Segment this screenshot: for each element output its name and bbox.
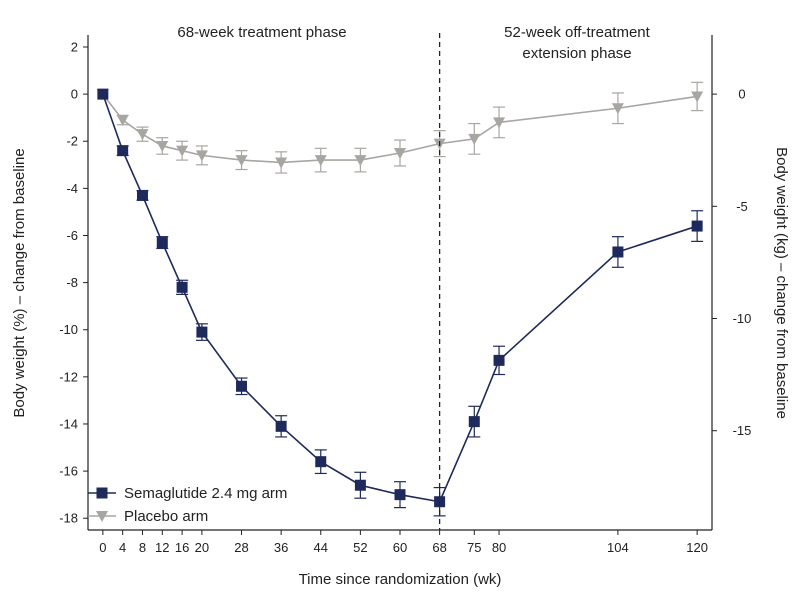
x-tick-label: 80 (492, 540, 506, 555)
legend-label-semaglutide: Semaglutide 2.4 mg arm (124, 485, 287, 502)
y-tick-label: -16 (59, 464, 78, 479)
x-tick-label: 28 (234, 540, 248, 555)
x-tick-label: 36 (274, 540, 288, 555)
phase-label-extension-line2: extension phase (522, 45, 631, 62)
phase-label-extension-line1: 52-week off-treatment (504, 24, 650, 41)
legend: Semaglutide 2.4 mg arm Placebo arm (88, 485, 287, 525)
data-point-placebo (314, 155, 327, 167)
data-point-semaglutide (315, 456, 327, 468)
y-tick-label: -4 (66, 181, 78, 196)
y-tick-label: -2 (66, 134, 78, 149)
data-point-placebo (394, 148, 406, 160)
data-point-placebo (195, 150, 208, 162)
y-tick-label: -8 (66, 275, 78, 290)
legend-marker-placebo (96, 511, 108, 522)
y-tick-label: -10 (59, 322, 78, 337)
data-point-placebo (176, 145, 189, 157)
data-point-semaglutide (97, 88, 109, 100)
series-line-placebo (102, 93, 698, 164)
data-point-semaglutide (394, 489, 406, 501)
data-point-placebo (354, 155, 367, 167)
data-point-semaglutide (117, 145, 129, 157)
data-point-placebo (611, 103, 624, 115)
y-tick-label: 0 (71, 87, 78, 102)
x-tick-label: 20 (195, 540, 209, 555)
x-tick-label: 75 (467, 540, 481, 555)
data-point-semaglutide (236, 380, 248, 392)
x-tick-label: 4 (119, 540, 126, 555)
legend-marker-semaglutide (96, 487, 108, 499)
y-tick-label: -14 (59, 416, 78, 431)
data-point-semaglutide (354, 479, 366, 491)
x-tick-label: 120 (686, 540, 708, 555)
y-tick-label: 2 (71, 40, 78, 55)
y-tick-label: -12 (59, 369, 78, 384)
x-tick-label: 12 (155, 540, 169, 555)
data-point-semaglutide (275, 420, 287, 432)
data-point-placebo (691, 91, 704, 103)
data-point-placebo (116, 115, 129, 127)
data-point-placebo (235, 155, 248, 167)
data-point-semaglutide (468, 416, 480, 428)
data-point-semaglutide (691, 220, 703, 232)
data-point-semaglutide (156, 237, 168, 249)
y2-tick-label: -5 (736, 199, 748, 214)
x-tick-label: 68 (432, 540, 446, 555)
x-tick-label: 60 (393, 540, 407, 555)
data-point-semaglutide (612, 246, 624, 258)
x-axis-title: Time since randomization (wk) (299, 571, 502, 588)
data-point-placebo (493, 117, 506, 129)
y2-tick-label: -15 (733, 423, 752, 438)
data-point-placebo (156, 140, 169, 152)
data-point-semaglutide (136, 189, 148, 201)
left-y-axis: 2 0 -2 -4 -6 -8 -10 -12 -14 -16 -18 (59, 40, 88, 526)
x-tick-label: 52 (353, 540, 367, 555)
y2-tick-label: -10 (733, 311, 752, 326)
data-point-semaglutide (176, 281, 188, 293)
x-tick-label: 0 (99, 540, 106, 555)
series-line-semaglutide (102, 93, 698, 503)
series-placebo (96, 81, 704, 174)
legend-label-placebo: Placebo arm (124, 508, 208, 525)
data-point-placebo (275, 157, 288, 169)
y2-tick-label: 0 (738, 87, 745, 102)
x-tick-label: 104 (607, 540, 629, 555)
left-y-axis-title: Body weight (%) – change from baseline (11, 148, 28, 417)
right-y-axis-title: Body weight (kg) – change from baseline (773, 147, 790, 419)
data-point-placebo (136, 129, 149, 141)
x-axis: 0 4 8 12 16 20 28 36 44 52 60 68 75 80 104 120 (99, 530, 708, 555)
y-tick-label: -6 (66, 228, 78, 243)
data-point-semaglutide (196, 326, 208, 338)
right-y-axis: 0 -5 -10 -15 (712, 87, 752, 438)
series-layer (96, 81, 704, 517)
series-semaglutide (97, 88, 704, 517)
x-tick-label: 16 (175, 540, 189, 555)
data-point-semaglutide (493, 354, 505, 366)
x-tick-label: 44 (314, 540, 328, 555)
data-point-placebo (468, 133, 481, 145)
x-tick-label: 8 (139, 540, 146, 555)
phase-label-treatment: 68-week treatment phase (177, 24, 346, 41)
y-tick-label: -18 (59, 511, 78, 526)
